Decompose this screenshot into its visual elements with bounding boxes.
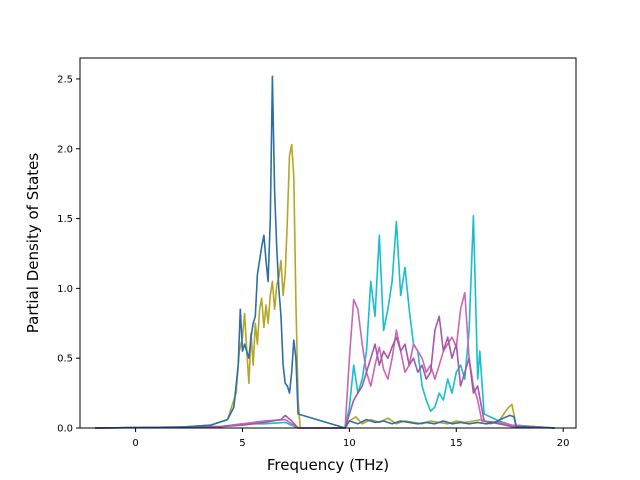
x-tick-label: 10 (343, 438, 356, 449)
y-tick-label: 1.5 (57, 214, 73, 225)
x-tick-label: 5 (239, 438, 245, 449)
y-axis-title: Partial Density of States (24, 153, 42, 334)
y-tick-label: 2.5 (57, 74, 73, 85)
x-tick-label: 15 (450, 438, 463, 449)
x-tick-label: 0 (132, 438, 138, 449)
pdos-series-line-2 (94, 215, 555, 429)
pdos-series-line-3 (94, 291, 555, 429)
y-tick-label: 0.0 (57, 424, 73, 435)
y-axis-ticks: 0.0 0.5 1.0 1.5 2.0 2.5 (57, 74, 80, 435)
x-tick-label: 20 (557, 438, 570, 449)
y-tick-label: 2.0 (57, 144, 73, 155)
x-axis-title: Frequency (THz) (267, 456, 389, 474)
pdos-series-line-1 (94, 143, 555, 429)
x-axis-ticks: 0 5 10 15 20 (132, 428, 570, 449)
y-tick-label: 1.0 (57, 284, 73, 295)
axes-frame (79, 57, 577, 429)
pdos-series-line-5 (94, 75, 555, 429)
y-tick-label: 0.5 (57, 354, 73, 365)
